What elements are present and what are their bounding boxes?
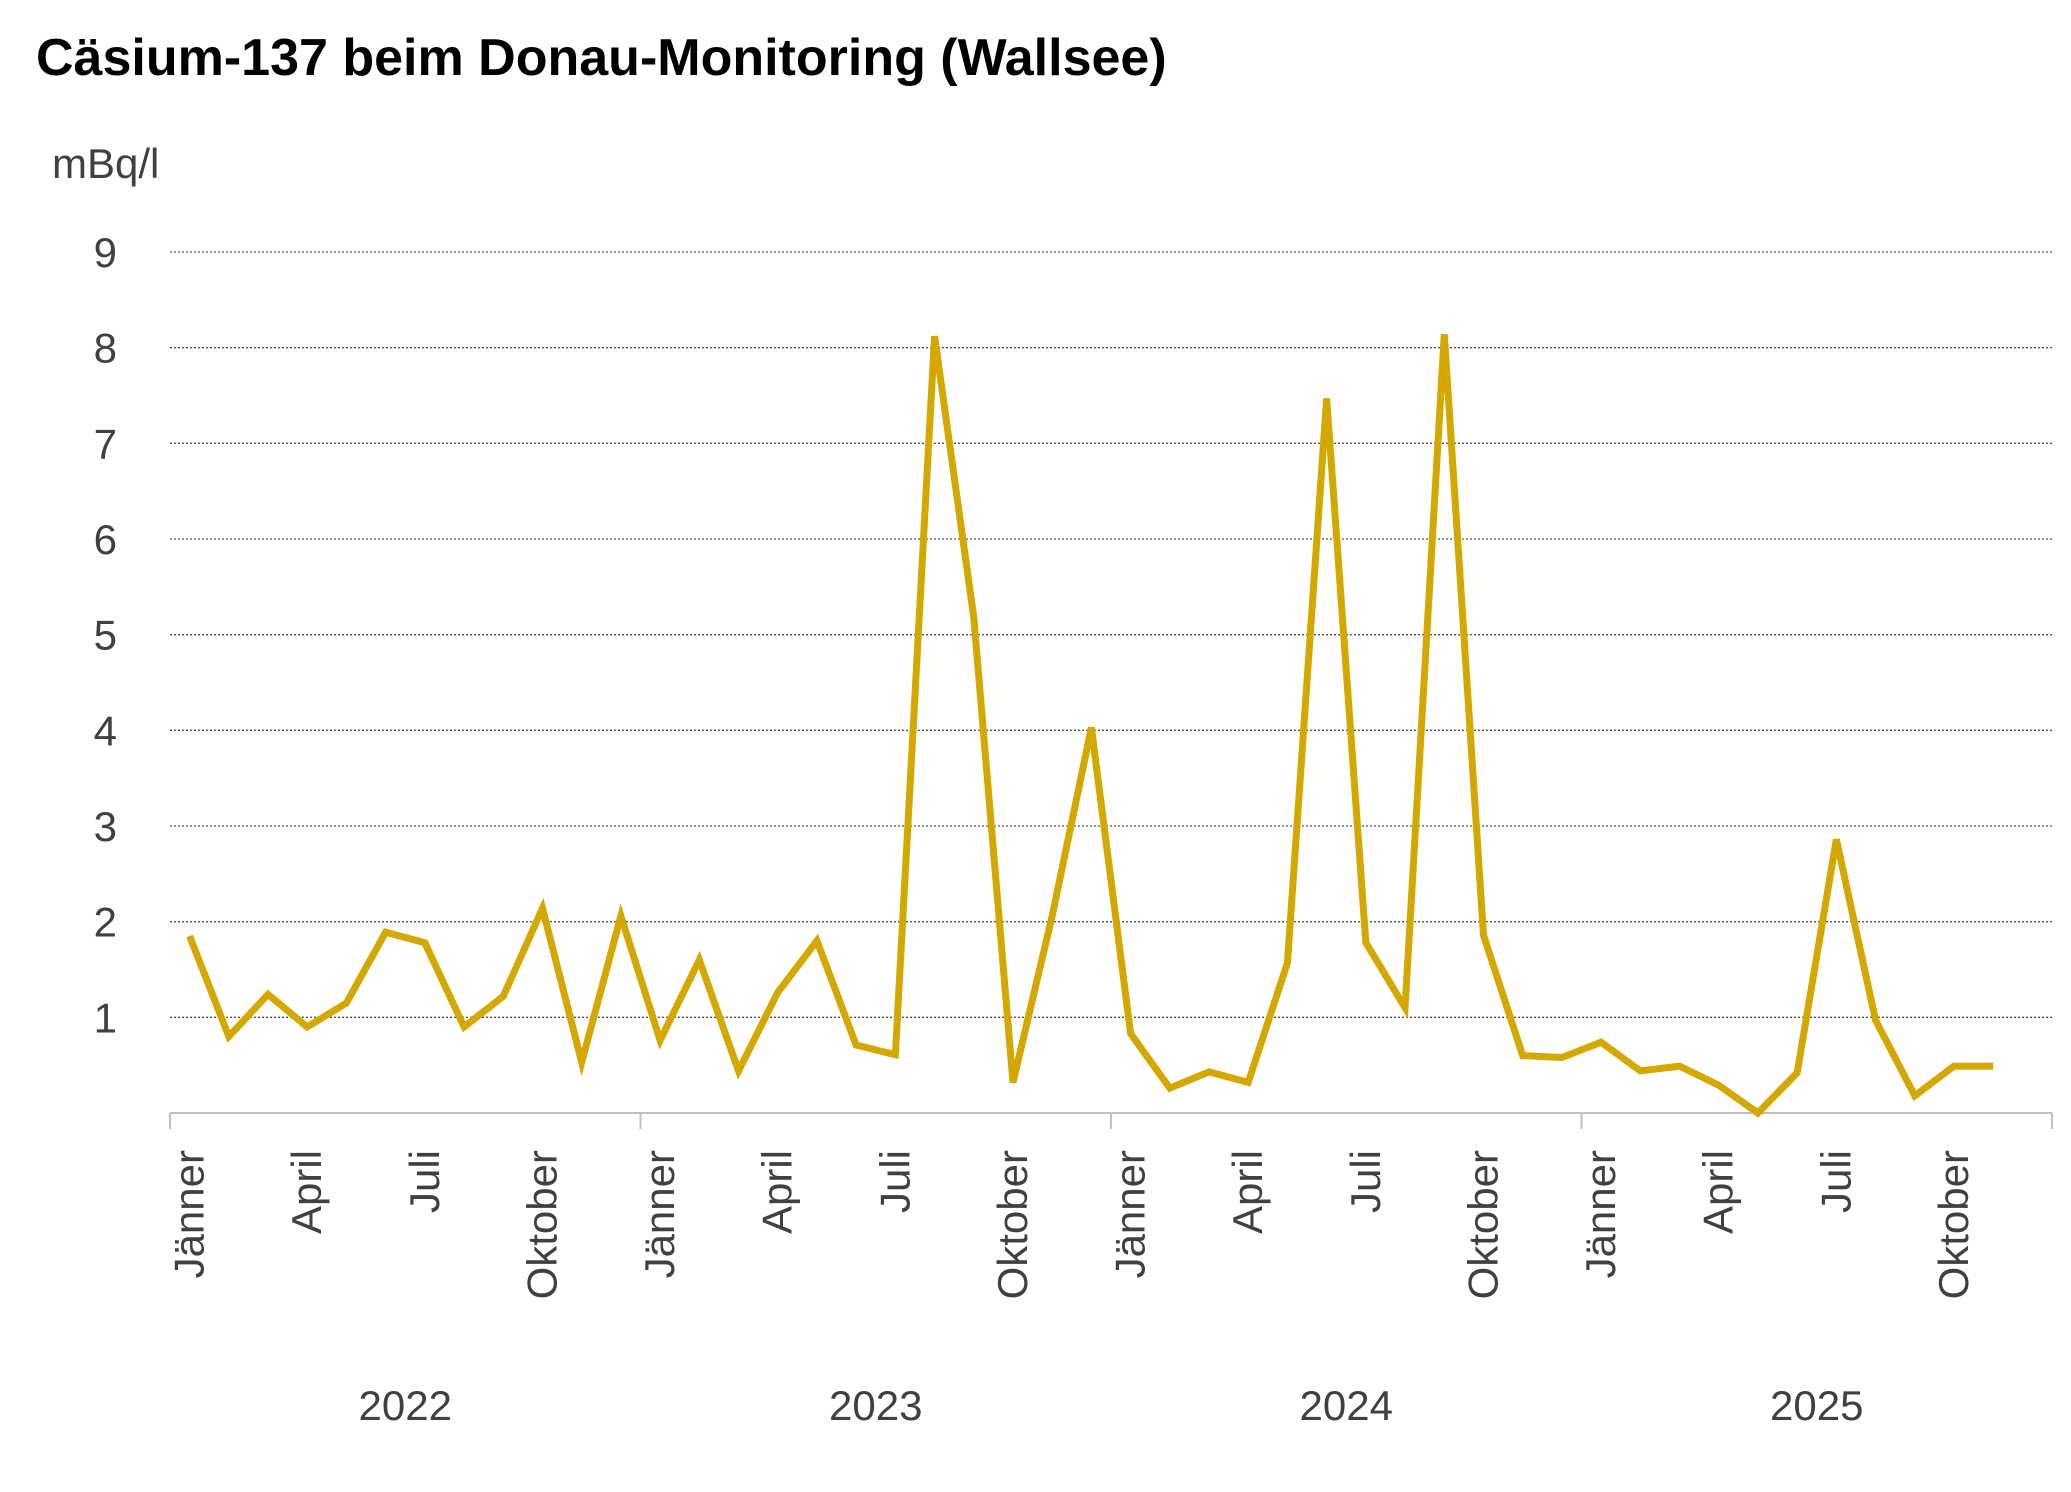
year-label: 2022: [359, 1382, 452, 1429]
chart-title: Cäsium-137 beim Donau-Monitoring (Wallse…: [36, 29, 1167, 87]
y-tick-label: 3: [94, 803, 117, 850]
month-label: Jänner: [1577, 1150, 1624, 1278]
month-label: Jänner: [1107, 1150, 1154, 1278]
y-tick-label: 7: [94, 420, 117, 467]
month-label: Oktober: [518, 1150, 565, 1299]
month-label: April: [283, 1150, 330, 1234]
month-label: Jänner: [166, 1150, 213, 1278]
month-label: Juli: [401, 1150, 448, 1213]
y-tick-label: 9: [94, 229, 117, 276]
month-label: Oktober: [1459, 1150, 1506, 1299]
y-tick-label: 6: [94, 516, 117, 563]
month-label: April: [754, 1150, 801, 1234]
y-tick-label: 5: [94, 612, 117, 659]
month-label: April: [1224, 1150, 1271, 1234]
y-tick-label: 2: [94, 899, 117, 946]
y-tick-label: 1: [94, 994, 117, 1041]
month-label: Juli: [1342, 1150, 1389, 1213]
month-label: Juli: [1812, 1150, 1859, 1213]
series-line: [186, 334, 1994, 1118]
month-label: Juli: [871, 1150, 918, 1213]
year-label: 2025: [1770, 1382, 1863, 1429]
year-label: 2024: [1300, 1382, 1393, 1429]
month-label: Oktober: [1930, 1150, 1977, 1299]
y-tick-label: 8: [94, 325, 117, 372]
year-label: 2023: [829, 1382, 922, 1429]
month-label: Oktober: [989, 1150, 1036, 1299]
month-label: April: [1695, 1150, 1742, 1234]
y-axis-unit-label: mBq/l: [52, 140, 160, 187]
month-label: Jänner: [636, 1150, 683, 1278]
y-tick-label: 4: [94, 707, 117, 754]
